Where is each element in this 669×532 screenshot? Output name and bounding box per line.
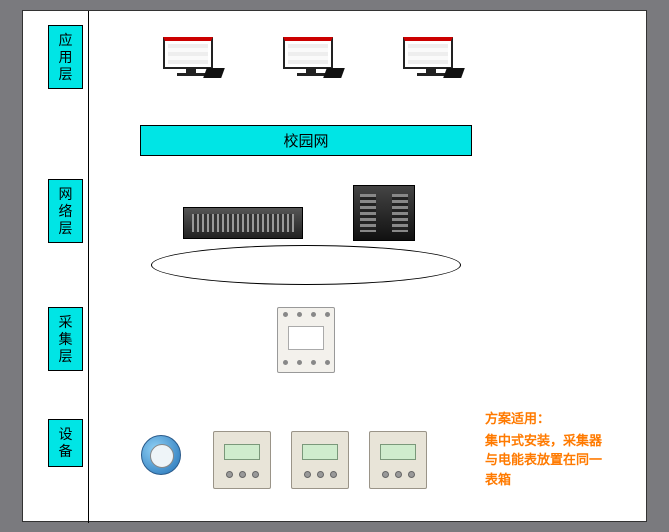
tower-server [353, 185, 415, 241]
diagram-canvas: 应 用 层 网 络 层 采 集 层 设 备 校园网 [22, 10, 647, 522]
layer-label-network: 网 络 层 [48, 179, 83, 243]
layer-label-application: 应 用 层 [48, 25, 83, 89]
char: 网 [49, 186, 82, 203]
note-line: 与电能表放置在同一 [485, 450, 602, 470]
workstation-1 [163, 37, 219, 76]
note-line: 集中式安装，采集器 [485, 431, 602, 451]
char: 络 [49, 203, 82, 220]
water-meter [141, 435, 189, 479]
scheme-note: 方案适用： 集中式安装，采集器 与电能表放置在同一 表箱 [485, 409, 602, 489]
energy-meter-3 [369, 431, 427, 489]
layer-divider-line [88, 11, 89, 523]
char: 层 [49, 220, 82, 237]
layer-label-collection: 采 集 层 [48, 307, 83, 371]
char: 层 [49, 66, 82, 83]
note-title: 方案适用： [485, 409, 602, 429]
char: 设 [49, 426, 82, 443]
network-ellipse [151, 245, 461, 285]
char: 用 [49, 49, 82, 66]
char: 集 [49, 331, 82, 348]
workstation-3 [403, 37, 459, 76]
char: 备 [49, 443, 82, 460]
energy-meter-2 [291, 431, 349, 489]
campus-network-hub: 校园网 [140, 125, 472, 156]
rack-server [183, 207, 303, 239]
note-line: 表箱 [485, 470, 602, 490]
hub-label: 校园网 [283, 133, 328, 150]
layer-label-device: 设 备 [48, 419, 83, 467]
workstation-2 [283, 37, 339, 76]
energy-meter-1 [213, 431, 271, 489]
char: 层 [49, 348, 82, 365]
char: 应 [49, 32, 82, 49]
collector-device [277, 307, 335, 373]
char: 采 [49, 314, 82, 331]
